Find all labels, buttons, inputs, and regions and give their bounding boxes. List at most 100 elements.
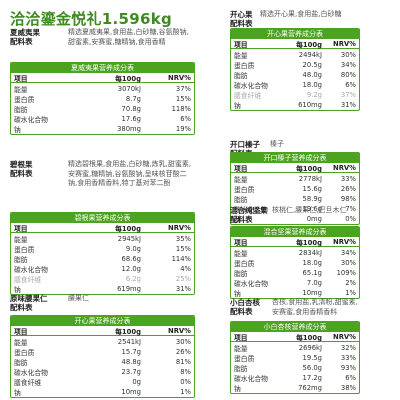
table-row: 膳食纤维 6.2g 25% bbox=[11, 274, 194, 284]
table-row: 蛋白质 20.5g 34% bbox=[231, 60, 359, 70]
cell-nrv: 33% bbox=[340, 175, 356, 183]
cell-nrv: 1% bbox=[345, 289, 356, 297]
column-header: NRV% bbox=[333, 237, 356, 246]
cell-item: 钠 bbox=[14, 286, 21, 294]
cell-value: 18.0g bbox=[302, 259, 322, 267]
product-block: 夏威夷果 配料表 精选夏威夷果,食用盐,白砂糖,谷氨酸钠,甜蜜素,安赛蜜,糖精钠,… bbox=[10, 28, 195, 135]
cell-nrv: 2% bbox=[345, 279, 356, 287]
product-header: 原味腰果仁 配料表 腰果仁 bbox=[10, 294, 195, 312]
cell-item: 蛋白质 bbox=[234, 62, 255, 70]
cell-value: 2696kJ bbox=[298, 344, 322, 352]
nutrition-table: 夏威夷果营养成分表 项目 每100g NRV% 能量 3070kJ 37% 蛋白质 8.7g 15… bbox=[10, 62, 195, 135]
cell-nrv: 1% bbox=[180, 388, 191, 396]
cell-item: 能量 bbox=[234, 52, 248, 60]
cell-value: 23.7g bbox=[121, 368, 141, 376]
column-header: 项目 bbox=[234, 40, 248, 49]
nutrition-table-title: 开心果营养成分表 bbox=[11, 316, 194, 326]
column-header: 项目 bbox=[234, 238, 248, 247]
cell-item: 脂肪 bbox=[234, 196, 248, 204]
cell-item: 碳水化合物 bbox=[234, 280, 268, 288]
cell-item: 蛋白质 bbox=[14, 349, 35, 357]
cell-nrv: 37% bbox=[175, 85, 191, 93]
cell-value: 2834kJ bbox=[298, 249, 322, 257]
table-row: 脂肪 56.0g 93% bbox=[231, 363, 359, 373]
nutrition-table-title: 开心果营养成分表 bbox=[231, 29, 359, 39]
nutrition-table: 开心果营养成分表 项目 每100g NRV% 能量 2494kJ 30% 蛋白质 20.5g 34… bbox=[230, 28, 360, 111]
ingredient-list: 精选碧根果,食用盐,白砂糖,炼乳,甜蜜素,安赛蜜,糖精钠,谷氨酸钠,呈味核苷酸二… bbox=[68, 160, 192, 187]
cell-value: 68.6g bbox=[121, 255, 141, 263]
ingredient-list: 精选夏威夷果,食用盐,白砂糖,谷氨酸钠,甜蜜素,安赛蜜,糖精钠,食用香精 bbox=[68, 28, 189, 46]
table-row: 能量 2834kJ 34% bbox=[231, 248, 359, 258]
cell-item: 蛋白质 bbox=[234, 186, 255, 194]
cell-nrv: 37% bbox=[340, 91, 356, 99]
nutrition-table-title: 碧根果营养成分表 bbox=[11, 213, 194, 223]
cell-nrv: 81% bbox=[175, 358, 191, 366]
cell-nrv: 98% bbox=[340, 195, 356, 203]
table-row: 钠 10mg 1% bbox=[231, 288, 359, 298]
table-row: 蛋白质 9.0g 15% bbox=[11, 244, 194, 254]
cell-nrv: 35% bbox=[175, 235, 191, 243]
cell-nrv: 30% bbox=[175, 338, 191, 346]
cell-item: 脂肪 bbox=[14, 256, 28, 264]
cell-nrv: 30% bbox=[340, 51, 356, 59]
cell-item: 脂肪 bbox=[14, 359, 28, 367]
column-header: 每100g bbox=[296, 333, 322, 342]
product-name: 原味腰果仁 配料表 bbox=[10, 294, 48, 312]
cell-value: 58.9g bbox=[302, 195, 322, 203]
cell-item: 脂肪 bbox=[234, 72, 248, 80]
cell-nrv: 15% bbox=[175, 95, 191, 103]
cell-nrv: 8% bbox=[180, 368, 191, 376]
cell-nrv: 7% bbox=[345, 205, 356, 213]
cell-nrv: 31% bbox=[340, 101, 356, 109]
product-name: 开心果 配料表 bbox=[230, 10, 253, 28]
table-row: 脂肪 68.6g 114% bbox=[11, 254, 194, 264]
table-row: 能量 3070kJ 37% bbox=[11, 84, 194, 94]
cell-item: 钠 bbox=[234, 290, 241, 298]
nutrition-table-title: 夏威夷果营养成分表 bbox=[11, 63, 194, 73]
cell-nrv: 31% bbox=[175, 285, 191, 293]
table-row: 碳水化合物 17.2g 6% bbox=[231, 373, 359, 383]
cell-nrv: 30% bbox=[340, 259, 356, 267]
cell-item: 钠 bbox=[234, 102, 241, 110]
cell-value: 19.6g bbox=[302, 205, 322, 213]
cell-value: 2945kJ bbox=[117, 235, 141, 243]
product-block: 原味腰果仁 配料表 腰果仁 开心果营养成分表 项目 每100g NRV% 能量 2541kJ 3… bbox=[10, 294, 195, 398]
column-header: 项目 bbox=[14, 74, 28, 83]
cell-value: 3070kJ bbox=[117, 85, 141, 93]
column-header: 每100g bbox=[115, 74, 141, 83]
cell-item: 碳水化合物 bbox=[14, 266, 48, 274]
cell-item: 蛋白质 bbox=[234, 355, 255, 363]
product-name: 夏威夷果 配料表 bbox=[10, 28, 40, 46]
cell-value: 0g bbox=[132, 378, 141, 386]
cell-nrv: 6% bbox=[345, 81, 356, 89]
cell-value: 15.6g bbox=[302, 185, 322, 193]
ingredient-list: 核桃仁,腰果仁,巴旦木仁 bbox=[272, 206, 347, 214]
product-block: 开口榛子 配料表榛子开口榛子营养成分表项目每100gNRV%能量2778kJ33… bbox=[230, 140, 360, 225]
product-header: 夏威夷果 配料表 精选夏威夷果,食用盐,白砂糖,谷氨酸钠,甜蜜素,安赛蜜,糖精钠,… bbox=[10, 28, 195, 47]
table-row: 脂肪 65.1g 109% bbox=[231, 268, 359, 278]
table-row: 碳水化合物 18.0g 6% bbox=[231, 80, 359, 90]
cell-value: 10mg bbox=[302, 289, 322, 297]
column-header: NRV% bbox=[168, 73, 191, 82]
table-header-row: 项目 每100g NRV% bbox=[11, 223, 194, 233]
table-row: 碳水化合物 23.7g 8% bbox=[11, 367, 194, 377]
table-row: 能量 2696kJ 32% bbox=[231, 343, 359, 353]
cell-item: 碳水化合物 bbox=[14, 369, 48, 377]
table-row: 脂肪 70.8g 118% bbox=[11, 104, 194, 114]
product-block: 小白杏核 配料表 杏核,食用盐,乳清粉,甜蜜素,安赛蜜,食用香精香料 小白杏核营养成… bbox=[230, 298, 360, 394]
column-header: 项目 bbox=[14, 224, 28, 233]
cell-value: 610mg bbox=[298, 101, 322, 109]
cell-item: 脂肪 bbox=[234, 365, 248, 373]
cell-value: 17.2g bbox=[302, 374, 322, 382]
cell-nrv: 93% bbox=[340, 364, 356, 372]
column-header: 每100g bbox=[296, 164, 322, 173]
cell-item: 膳食纤维 bbox=[14, 276, 42, 284]
ingredient-list: 腰果仁 bbox=[68, 294, 89, 302]
cell-item: 能量 bbox=[14, 339, 28, 347]
table-row: 脂肪 48.0g 80% bbox=[231, 70, 359, 80]
cell-value: 10mg bbox=[121, 388, 141, 396]
cell-value: 15.7g bbox=[121, 348, 141, 356]
cell-item: 碳水化合物 bbox=[234, 82, 268, 90]
nutrition-table: 混合坚果营养成分表 项目 每100g NRV% 能量 2834kJ 34% 蛋白质 18.0g 3… bbox=[230, 226, 360, 299]
nutrition-table-title: 混合坚果营养成分表 bbox=[231, 227, 359, 237]
